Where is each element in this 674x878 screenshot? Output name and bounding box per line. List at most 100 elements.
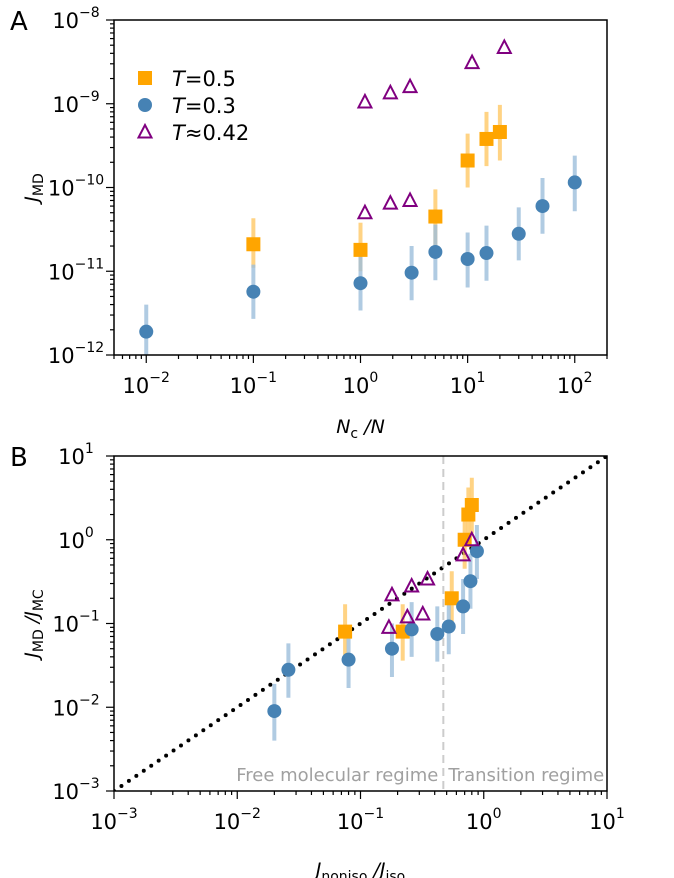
x-tick-label-part: 10: [123, 374, 150, 398]
x-axis-label-part: noniso: [321, 869, 367, 878]
data-point-triangle: [383, 585, 401, 602]
x-tick-label-part: −1: [364, 806, 385, 822]
data-point-triangle: [356, 203, 374, 220]
data-point-circle: [511, 226, 526, 241]
legend-label: T≈0.42: [172, 121, 249, 145]
y-tick-label-part: 10: [58, 445, 85, 469]
y-tick-label: 10−11: [48, 256, 104, 284]
data-point-triangle: [496, 38, 513, 54]
legend-label-part: ≈: [185, 121, 203, 145]
legend-label-part: T: [172, 94, 187, 118]
annotation-free-molecular-part: Free molecular regime: [236, 765, 438, 786]
legend-label-part: =: [185, 94, 203, 118]
x-tick-label-part: 0: [369, 370, 378, 386]
y-tick-label-part: 10: [58, 529, 85, 553]
x-tick-label: 10−3: [90, 806, 137, 834]
data-point-circle: [341, 652, 356, 667]
x-tick-label-part: 10: [214, 810, 241, 834]
y-tick-label-part: 10: [48, 260, 75, 284]
y-tick-label-part: 10: [52, 780, 79, 804]
y-tick-label: 101: [58, 441, 94, 469]
data-point-circle: [430, 626, 445, 641]
data-point-square: [460, 153, 475, 168]
x-axis-label-part: c: [350, 426, 358, 442]
y-tick-label-part: −1: [79, 609, 100, 625]
y-tick-label: 100: [58, 525, 94, 553]
data-point-circle: [463, 574, 478, 589]
data-point-circle: [384, 641, 399, 656]
y-tick-label: 10−12: [48, 340, 104, 368]
y-axis-label: JMD /JMC: [21, 589, 47, 662]
plot-area: [114, 456, 607, 791]
y-tick-label-part: −3: [79, 776, 100, 792]
x-tick-label-part: −2: [149, 370, 170, 386]
data-point-triangle: [403, 576, 420, 593]
y-axis-label-part: /: [21, 614, 43, 629]
y-tick-label-part: −11: [75, 256, 105, 272]
data-point-square: [444, 591, 459, 606]
x-tick-label-part: 10: [450, 374, 477, 398]
data-point-square: [353, 242, 368, 257]
y-tick-label-part: 10: [52, 696, 79, 720]
legend-marker-square: [138, 71, 152, 85]
x-tick-label-part: 2: [584, 370, 593, 386]
y-tick-label: 10−3: [52, 776, 99, 804]
legend-label: T=0.5: [172, 67, 236, 91]
data-point-triangle: [454, 545, 472, 562]
panel-B: B10−3 10−2 10−1 100 10110−310−210−1100101Jno…: [10, 441, 625, 878]
data-point-circle: [479, 246, 494, 261]
x-tick-label: 101: [589, 806, 625, 834]
y-tick-label-part: 10: [52, 613, 79, 637]
x-axis-label-part: J: [312, 859, 322, 878]
x-axis-label-part: J: [376, 859, 386, 878]
x-tick-label-part: 10: [466, 810, 493, 834]
data-point-circle: [441, 619, 456, 634]
y-tick-label: 10−1: [52, 609, 99, 637]
data-point-square: [338, 624, 353, 639]
panel-label: A: [10, 7, 28, 37]
data-point-triangle: [380, 618, 398, 634]
x-tick-label: 10−2: [123, 370, 170, 398]
data-point-triangle: [356, 92, 374, 109]
y-tick-label-part: 10: [48, 177, 75, 201]
legend-label-part: 0.5: [202, 67, 235, 91]
data-point-triangle: [401, 77, 419, 94]
x-tick-label: 10−1: [230, 370, 277, 398]
x-tick-label-part: 0: [493, 806, 502, 822]
y-tick-label: 10−8: [52, 5, 99, 33]
data-point-circle: [404, 622, 419, 637]
data-point-triangle: [419, 569, 436, 586]
legend-label-part: =: [185, 67, 203, 91]
y-tick-label-part: 1: [85, 441, 94, 457]
data-point-circle: [246, 284, 261, 299]
y-axis-label: JMD: [21, 173, 47, 205]
y-axis-label-part: MD: [31, 173, 47, 196]
data-point-triangle: [399, 607, 416, 624]
legend-label-part: T: [172, 67, 187, 91]
y-tick-label: 10−2: [52, 692, 99, 720]
x-tick-label-part: 10: [589, 810, 616, 834]
y-axis-label-part: J: [21, 611, 43, 621]
y-tick-label-part: −12: [75, 340, 105, 356]
plot-frame: [113, 19, 608, 356]
x-tick-label-part: 10: [343, 374, 370, 398]
data-point-circle: [281, 662, 296, 677]
annotation-transition: Transition regime: [447, 765, 604, 786]
x-axis-label-part: N: [336, 416, 350, 438]
plot-area: [139, 38, 582, 355]
data-point-circle: [460, 252, 475, 267]
y-tick-label-part: 10: [52, 93, 79, 117]
y-axis-label-part: MD: [31, 629, 47, 652]
data-point-square: [492, 124, 507, 139]
legend-label-part: T: [172, 121, 187, 145]
data-point-square: [479, 131, 494, 146]
data-point-circle: [567, 175, 582, 190]
y-axis-label-part: MC: [31, 589, 47, 611]
x-tick-label-part: 1: [477, 370, 486, 386]
x-tick-label: 100: [466, 806, 502, 834]
y-tick-label-part: −8: [79, 5, 100, 21]
annotation-free-molecular: Free molecular regime: [236, 765, 438, 786]
x-tick-label-part: 1: [616, 806, 625, 822]
legend-label: T=0.3: [172, 94, 236, 118]
x-tick-label: 10−2: [214, 806, 261, 834]
